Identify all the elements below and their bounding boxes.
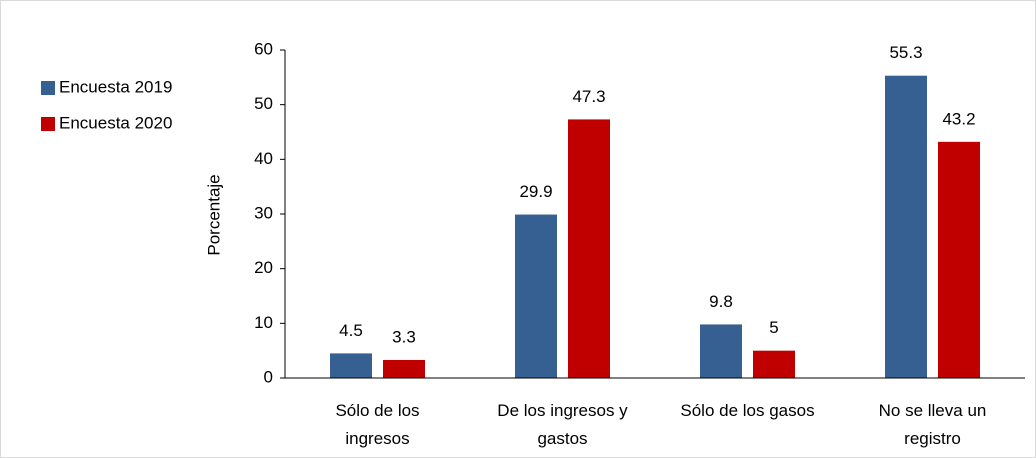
- y-tick-label: 40: [254, 149, 273, 168]
- value-label: 3.3: [392, 327, 416, 346]
- y-tick-label: 30: [254, 203, 273, 222]
- value-label: 29.9: [519, 182, 552, 201]
- value-label: 5: [769, 318, 778, 337]
- bar: [330, 353, 372, 378]
- value-label: 55.3: [889, 43, 922, 62]
- bar: [568, 119, 610, 378]
- x-tick-label: No se lleva un registro: [879, 401, 987, 448]
- value-label: 43.2: [942, 109, 975, 128]
- bar: [938, 141, 980, 378]
- bar: [383, 359, 425, 378]
- y-tick-label: 60: [254, 39, 273, 58]
- legend-label: Encuesta 2020: [59, 113, 172, 132]
- x-tick-label: De los ingresos y gastos: [497, 401, 628, 448]
- y-tick-label: 20: [254, 258, 273, 277]
- value-label: 9.8: [709, 292, 733, 311]
- bar: [885, 75, 927, 379]
- legend-label: Encuesta 2019: [59, 77, 172, 96]
- value-label: 47.3: [572, 87, 605, 106]
- x-tick-label: Sólo de los ingresos: [335, 401, 419, 448]
- bar: [753, 350, 795, 378]
- y-tick-label: 0: [264, 367, 273, 386]
- bar: [700, 324, 742, 378]
- legend-swatch: [41, 81, 55, 95]
- legend-swatch: [41, 117, 55, 131]
- x-tick-label: Sólo de los gasos: [680, 401, 814, 420]
- y-tick-label: 50: [254, 94, 273, 113]
- y-axis-label: Porcentaje: [204, 174, 223, 255]
- value-label: 4.5: [339, 321, 363, 340]
- y-tick-label: 10: [254, 313, 273, 332]
- bar: [515, 214, 557, 378]
